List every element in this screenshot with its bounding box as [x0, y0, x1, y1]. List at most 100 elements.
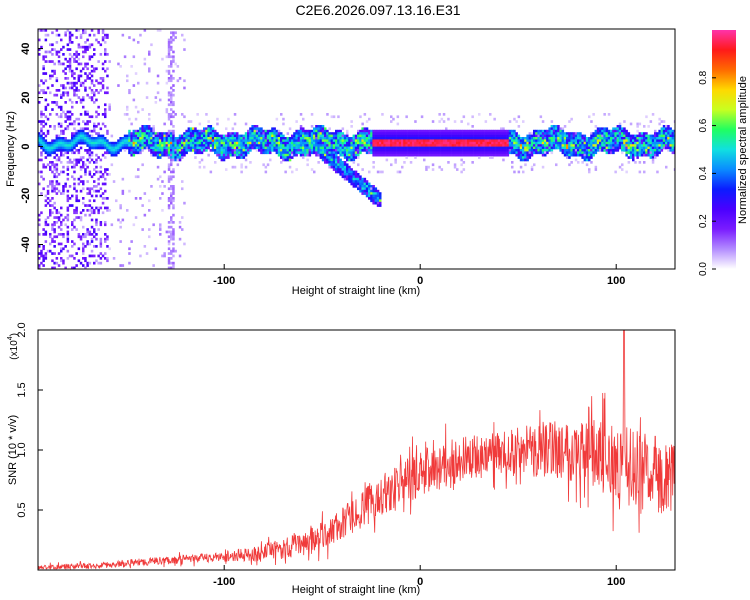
heatmap-cell — [97, 122, 100, 126]
heatmap-cell — [568, 120, 571, 123]
heatmap-cell — [517, 115, 521, 119]
heatmap-cell — [139, 149, 142, 152]
heatmap-cell — [579, 132, 582, 135]
heatmap-cell — [568, 149, 571, 152]
heatmap-cell — [266, 151, 270, 155]
heatmap-cell — [519, 146, 523, 150]
heatmap-cell — [53, 187, 56, 191]
heatmap-cell — [442, 132, 446, 135]
heatmap-cell — [97, 189, 100, 193]
heatmap-cell — [359, 137, 362, 140]
heatmap-cell — [82, 139, 85, 143]
heatmap-cell — [172, 55, 175, 59]
heatmap-cell — [170, 170, 173, 174]
heatmap-cell — [73, 158, 76, 162]
heatmap-cell — [359, 132, 362, 135]
heatmap-cell — [656, 153, 659, 157]
heatmap-cell — [643, 139, 646, 143]
heatmap-cell — [502, 129, 505, 133]
heatmap-cell — [229, 153, 232, 157]
heatmap-cell — [71, 122, 74, 126]
heatmap-cell — [440, 134, 444, 138]
heatmap-cell — [660, 146, 664, 150]
heatmap-cell — [108, 173, 111, 176]
heatmap-cell — [110, 153, 114, 157]
heatmap-cell — [673, 120, 675, 123]
heatmap-cell — [394, 144, 397, 147]
heatmap-cell — [266, 137, 270, 140]
heatmap-cell — [647, 137, 650, 140]
heatmap-cell — [535, 134, 538, 138]
heatmap-cell — [350, 158, 353, 162]
heatmap-cell — [522, 149, 525, 152]
heatmap-cell — [368, 117, 371, 121]
heatmap-cell — [88, 192, 92, 195]
heatmap-cell — [82, 209, 85, 212]
heatmap-cell — [145, 127, 149, 131]
heatmap-cell — [71, 132, 74, 135]
heatmap-cell — [240, 134, 243, 138]
heatmap-cell — [104, 170, 107, 174]
heatmap-cell — [167, 261, 171, 265]
spectrogram-x-ticks: -100 0 100 — [213, 264, 625, 287]
heatmap-cell — [552, 141, 556, 145]
heatmap-cell — [383, 137, 386, 140]
heatmap-cell — [592, 137, 595, 140]
heatmap-cell — [480, 129, 483, 133]
heatmap-cell — [55, 182, 59, 186]
heatmap-cell — [649, 153, 653, 157]
heatmap-cell — [84, 132, 87, 135]
heatmap-cell — [401, 149, 404, 152]
heatmap-cell — [522, 151, 525, 155]
heatmap-cell — [513, 132, 516, 135]
heatmap-cell — [101, 141, 105, 145]
heatmap-cell — [361, 139, 364, 143]
heatmap-cell — [211, 132, 215, 135]
heatmap-cell — [106, 259, 109, 263]
heatmap-cell — [431, 146, 435, 150]
heatmap-cell — [405, 137, 408, 140]
heatmap-cell — [216, 151, 219, 155]
heatmap-cell — [97, 177, 100, 181]
heatmap-cell — [62, 233, 65, 236]
heatmap-cell — [319, 127, 323, 131]
heatmap-cell — [178, 221, 182, 224]
heatmap-cell — [71, 33, 74, 37]
heatmap-cell — [491, 144, 494, 147]
heatmap-cell — [572, 144, 576, 147]
heatmap-cell — [258, 149, 261, 152]
heatmap-cell — [62, 91, 65, 95]
heatmap-cell — [99, 137, 103, 140]
heatmap-cell — [291, 149, 294, 152]
heatmap-cell — [634, 141, 637, 145]
heatmap-cell — [407, 151, 411, 155]
heatmap-cell — [187, 120, 191, 123]
heatmap-cell — [104, 206, 107, 210]
heatmap-cell — [297, 134, 301, 138]
heatmap-cell — [44, 254, 48, 258]
heatmap-cell — [167, 149, 171, 152]
heatmap-cell — [319, 125, 323, 128]
heatmap-cell — [143, 132, 147, 135]
heatmap-cell — [636, 137, 639, 140]
heatmap-cell — [258, 129, 261, 133]
heatmap-cell — [471, 139, 474, 143]
heatmap-cell — [145, 96, 149, 99]
heatmap-cell — [174, 249, 177, 253]
heatmap-cell — [557, 132, 560, 135]
heatmap-cell — [577, 134, 580, 138]
heatmap-cell — [350, 151, 353, 155]
heatmap-cell — [627, 139, 631, 143]
figure-title: C2E6.2026.097.13.16.E31 — [295, 2, 460, 18]
heatmap-cell — [77, 117, 81, 121]
heatmap-cell — [44, 141, 48, 145]
heatmap-cell — [552, 137, 556, 140]
heatmap-cell — [601, 141, 604, 145]
heatmap-cell — [559, 132, 562, 135]
heatmap-cell — [159, 185, 162, 188]
heatmap-cell — [365, 189, 369, 193]
heatmap-cell — [361, 180, 364, 183]
heatmap-cell — [352, 144, 356, 147]
heatmap-cell — [310, 141, 314, 145]
heatmap-cell — [49, 113, 52, 116]
